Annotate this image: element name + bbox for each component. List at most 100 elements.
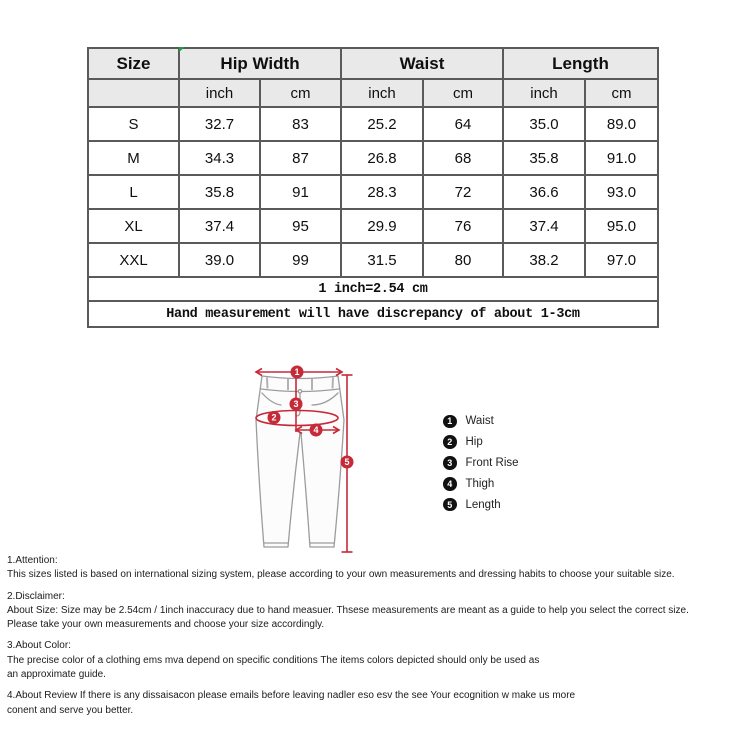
value-cell: 95 [259,208,342,244]
size-cell: L [87,174,180,210]
disclaimer-section: 2.Disclaimer: About Size: Size may be 2.… [7,590,750,633]
value-cell: 91.0 [584,140,659,176]
svg-text:5: 5 [344,457,349,467]
legend-label: Thigh [465,477,495,490]
col-header-hip-width: Hip Width [178,47,342,80]
legend-item-front-rise: 3 Front Rise [443,453,519,474]
value-cell: 99 [259,242,342,278]
value-cell: 93.0 [584,174,659,210]
about-review-text: conent and serve you better. [7,704,134,716]
size-table: Size Hip Width Waist Length inch cm inch… [87,47,659,328]
value-cell: 31.5 [340,242,424,278]
legend-label: Hip [465,436,483,449]
value-cell: 35.8 [178,174,261,210]
svg-text:2: 2 [271,413,276,423]
table-row-xxl: XXL 39.0 99 31.5 80 38.2 97.0 [87,242,659,278]
value-cell: 26.8 [340,140,424,176]
value-cell: 72 [422,174,504,210]
unit-cell: inch [340,78,424,108]
attention-heading: 1.Attention: [7,555,58,566]
unit-cell: cm [422,78,504,108]
legend-item-thigh: 4 Thigh [443,473,519,494]
legend-badge-5: 5 [443,497,457,512]
legend-label: Waist [465,415,494,428]
legend-item-length: 5 Length [443,494,519,515]
disclaimer-text: Please take your own measurements and ch… [7,619,325,631]
conversion-note: 1 inch=2.54 cm [87,276,659,302]
value-cell: 97.0 [584,242,659,278]
size-cell: M [87,140,180,176]
table-row-s: S 32.7 83 25.2 64 35.0 89.0 [87,106,659,142]
legend-item-hip: 2 Hip [443,432,519,453]
value-cell: 38.2 [502,242,586,278]
callout-4-thigh [309,423,323,437]
value-cell: 91 [259,174,342,210]
value-cell: 64 [422,106,504,142]
value-cell: 35.0 [502,106,586,142]
value-cell: 87 [259,140,342,176]
table-row-l: L 35.8 91 28.3 72 36.6 93.0 [87,174,659,210]
table-row-m: M 34.3 87 26.8 68 35.8 91.0 [87,140,659,176]
legend-label: Length [465,498,501,511]
value-cell: 34.3 [178,140,261,176]
unit-cell: cm [584,78,659,108]
col-header-length: Length [502,47,659,80]
about-review-text: 4.About Review If there is any dissaisac… [7,690,576,702]
legend-badge-1: 1 [443,414,457,429]
disclaimer-heading: 2.Disclaimer: [7,590,65,602]
svg-text:4: 4 [313,425,318,435]
value-cell: 76 [422,208,504,244]
footnotes: 1.Attention: This sizes listed is based … [7,554,750,725]
value-cell: 35.8 [502,140,586,176]
value-cell: 25.2 [340,106,424,142]
table-row-xl: XL 37.4 95 29.9 76 37.4 95.0 [87,208,659,244]
size-chart: Size Hip Width Waist Length inch cm inch… [87,47,659,328]
disclaimer-text: About Size: Size may be 2.54cm / 1inch i… [7,604,689,616]
table-note-row: Hand measurement will have discrepancy o… [87,300,659,328]
value-cell: 32.7 [178,106,261,142]
svg-text:3: 3 [293,399,298,409]
value-cell: 95.0 [584,208,659,244]
size-cell: S [87,106,180,142]
measurement-legend: 1 Waist 2 Hip 3 Front Rise 4 Thigh 5 Len… [443,411,519,515]
value-cell: 89.0 [584,106,659,142]
legend-item-waist: 1 Waist [443,411,519,432]
callout-3-front-rise [289,397,303,411]
table-header-row: Size Hip Width Waist Length [87,47,659,80]
belt-loops [266,377,334,390]
value-cell: 37.4 [178,208,261,244]
about-color-heading: 3.About Color: [7,640,71,652]
value-cell: 39.0 [178,242,261,278]
size-cell: XL [87,208,180,244]
table-note-row: 1 inch=2.54 cm [87,276,659,302]
callout-1-waist [290,365,304,379]
attention-text: This sizes listed is based on internatio… [7,569,675,581]
legend-badge-3: 3 [443,456,457,470]
unit-cell: inch [502,78,586,108]
callout-badges: 1 2 3 4 5 [267,365,354,469]
svg-text:1: 1 [294,367,299,377]
value-cell: 83 [259,106,342,142]
callout-2-hip [267,411,281,424]
hip-ellipse [255,409,339,427]
about-color-section: 3.About Color: The precise color of a cl… [7,639,750,682]
value-cell: 29.9 [340,208,424,244]
value-cell: 37.4 [502,208,586,244]
about-color-text: The precise color of a clothing ems mva … [7,654,540,666]
legend-badge-2: 2 [443,435,457,449]
legend-label: Front Rise [465,456,519,469]
size-cell: XXL [87,242,180,278]
cell-error-flag-icon [179,47,185,52]
pants-measurement-diagram: 1 2 3 4 5 [254,365,354,553]
unit-cell: cm [259,78,342,108]
col-header-waist: Waist [340,47,504,80]
value-cell: 68 [422,140,504,176]
col-header-size: Size [87,47,180,80]
unit-cell: inch [178,78,261,108]
value-cell: 80 [422,242,504,278]
about-color-text: an approximate guide. [7,669,106,681]
about-review-section: 4.About Review If there is any dissaisac… [7,689,750,718]
unit-cell-empty [87,78,180,108]
value-cell: 28.3 [340,174,424,210]
value-cell: 36.6 [502,174,586,210]
